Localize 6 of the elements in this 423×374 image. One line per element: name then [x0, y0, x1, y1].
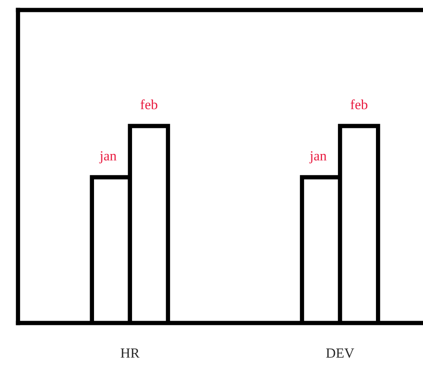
series-label: feb: [140, 99, 158, 110]
series-label: jan: [99, 151, 116, 164]
x-tick-label: HR: [120, 348, 140, 358]
text: feb: [350, 99, 368, 110]
x-tick-label: DEV: [326, 348, 354, 358]
text: jan: [309, 151, 327, 164]
